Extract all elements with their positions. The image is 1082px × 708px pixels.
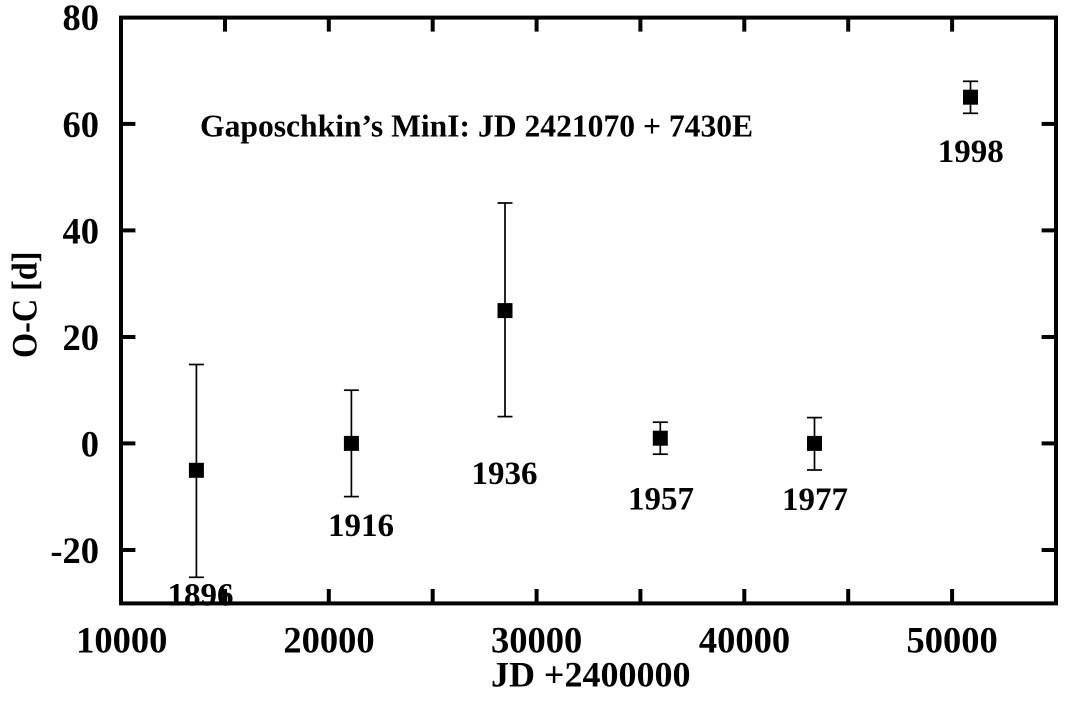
svg-text:40: 40 [63,210,100,251]
svg-text:30000: 30000 [491,619,582,660]
svg-text:Gaposchkin’s MinI: JD 2421070: Gaposchkin’s MinI: JD 2421070 + 7430E [200,109,753,144]
svg-text:-20: -20 [50,530,99,571]
svg-text:50000: 50000 [906,619,997,660]
svg-text:1998: 1998 [938,134,1004,170]
svg-text:1896: 1896 [168,578,234,614]
svg-text:1936: 1936 [472,456,538,492]
svg-text:60: 60 [63,104,100,145]
svg-text:1977: 1977 [782,482,848,518]
svg-text:10000: 10000 [76,619,167,660]
svg-text:O-C [d]: O-C [d] [5,251,45,358]
svg-text:1916: 1916 [328,508,394,544]
svg-text:20000: 20000 [283,619,374,660]
svg-text:JD +2400000: JD +2400000 [491,655,691,695]
svg-text:80: 80 [63,0,100,38]
svg-text:1957: 1957 [628,482,694,518]
svg-text:40000: 40000 [699,619,790,660]
svg-text:0: 0 [81,423,99,464]
svg-text:20: 20 [63,317,100,358]
